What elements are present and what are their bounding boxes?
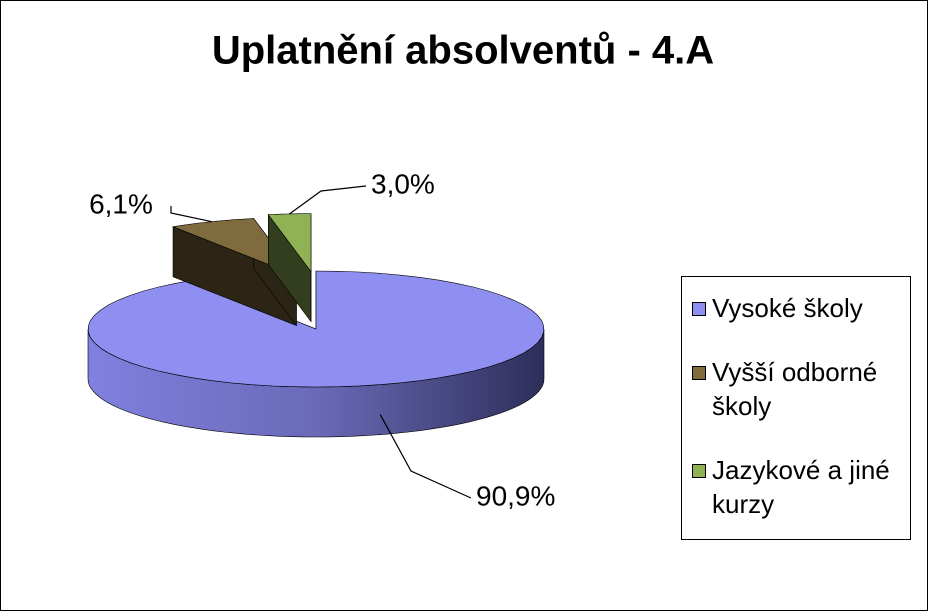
legend-swatch — [692, 302, 706, 316]
leader-line — [289, 185, 367, 215]
legend-label: Jazykové a jiné kurzy — [712, 455, 890, 519]
slice-top — [88, 270, 544, 388]
legend-label: Vyšší odborné školy — [712, 357, 878, 421]
pie-slice — [267, 213, 312, 323]
legend: Vysoké školy Vyšší odborné školy Jazykové … — [681, 276, 911, 540]
pie-slice — [87, 270, 545, 438]
leader-line — [379, 414, 472, 499]
pie — [87, 213, 545, 438]
legend-item: Vyšší odborné školy — [692, 355, 904, 423]
leader-line — [170, 206, 212, 223]
legend-swatch — [692, 366, 706, 380]
data-label: 90,9% — [476, 480, 555, 511]
legend-label: Vysoké školy — [712, 293, 863, 323]
data-label: 6,1% — [89, 188, 153, 219]
legend-item: Vysoké školy — [692, 291, 904, 325]
data-label: 3,0% — [371, 168, 435, 199]
chart-title: Uplatnění absolventů - 4.A — [212, 29, 714, 73]
legend-swatch — [692, 464, 706, 478]
legend-item: Jazykové a jiné kurzy — [692, 453, 904, 521]
